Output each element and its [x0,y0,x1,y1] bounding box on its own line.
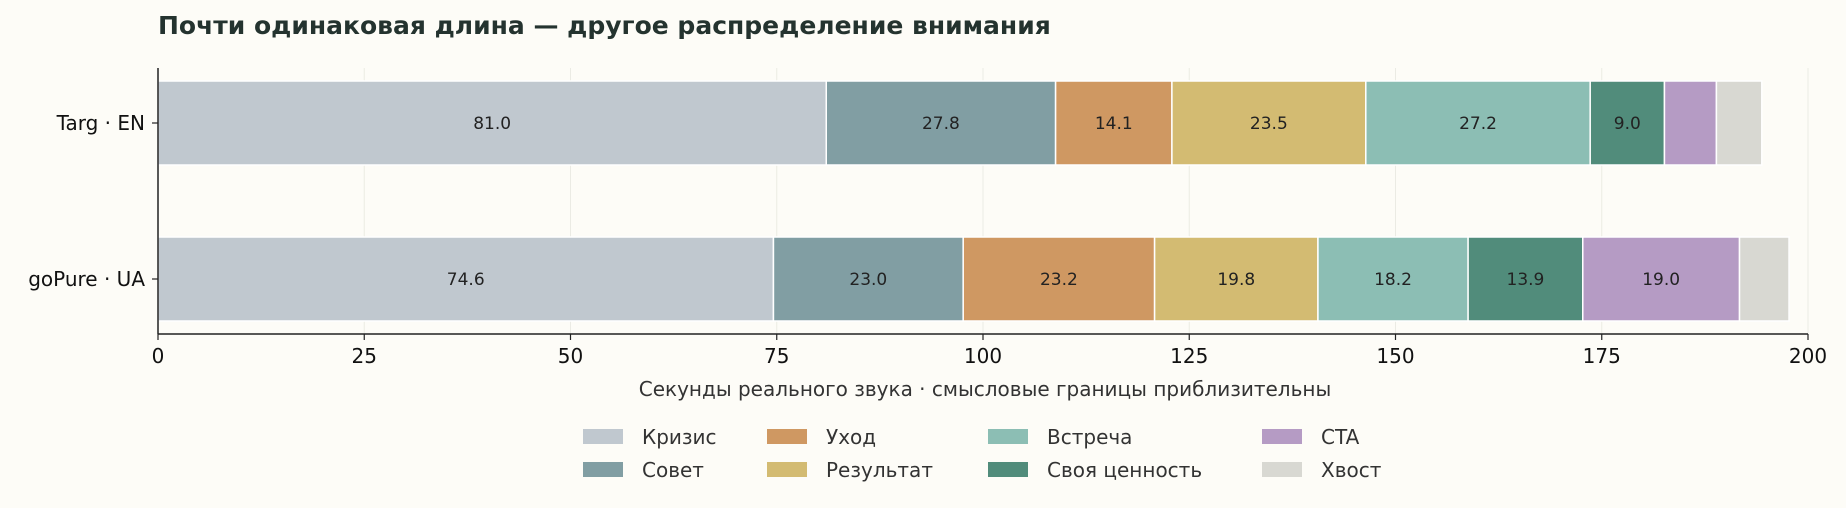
legend-swatch [1262,462,1302,477]
bar-segment [1467,236,1584,322]
legend-label: Своя ценность [1047,458,1202,482]
bar-value-label: 81.0 [473,114,511,134]
legend-swatch [988,429,1028,444]
legend-label: CTA [1321,425,1360,449]
x-tick-label: 200 [1789,344,1827,368]
legend-label: Кризис [642,425,717,449]
bar-segment [1589,80,1666,166]
legend-swatch [1262,429,1302,444]
legend: Кризис Совет Уход Результат Встреча Своя ценн… [583,425,1382,482]
legend-label: Встреча [1047,425,1132,449]
bar-segment [825,80,1057,166]
y-category-label: Targ · EN [56,111,145,135]
bar-segment [1715,80,1763,166]
x-tick-label: 125 [1170,344,1208,368]
x-tick-label: 100 [964,344,1002,368]
bar-segment [1317,236,1469,322]
legend-swatch [583,429,623,444]
legend-label: Хвост [1321,458,1382,482]
x-tick-label: 50 [558,344,583,368]
bar-value-label: 74.6 [447,270,485,290]
legend-label: Уход [826,425,876,449]
bar-value-label: 23.5 [1250,114,1288,134]
axes-layer: 0 25 50 75 100 125 150 175 200 Targ · EN goPure · … [28,68,1827,368]
bar-segment [1738,236,1790,322]
bar-value-label: 27.8 [922,114,960,134]
legend-label: Результат [826,458,933,482]
bar-value-label: 23.2 [1040,270,1078,290]
bar-value-label: 13.9 [1507,270,1545,290]
legend-swatch [767,462,807,477]
x-tick-label: 150 [1376,344,1414,368]
legend-swatch [988,462,1028,477]
x-tick-label: 0 [152,344,165,368]
legend-swatch [767,429,807,444]
bar-segment [1582,236,1741,322]
x-tick-label: 75 [764,344,789,368]
x-axis-label: Секунды реального звука · смысловые гран… [639,377,1331,401]
bar-value-label: 27.2 [1459,114,1497,134]
bar-value-label: 19.8 [1217,270,1255,290]
legend-label: Совет [642,458,704,482]
chart-title: Почти одинаковая длина — другое распреде… [158,11,1051,40]
bar-value-label: 9.0 [1614,114,1641,134]
y-category-label: goPure · UA [28,267,145,291]
x-tick-label: 175 [1583,344,1621,368]
bar-value-label: 14.1 [1095,114,1133,134]
bar-value-label: 18.2 [1374,270,1412,290]
bar-value-label: 23.0 [849,270,887,290]
bar-segment [962,236,1156,322]
x-tick-label: 25 [352,344,377,368]
bar-segment [1663,80,1718,166]
bar-value-label: 19.0 [1642,270,1680,290]
bars-layer: 81.0 27.8 14.1 23.5 27.2 9.0 74.6 23.0 23.2 19.8 1… [157,80,1790,322]
bar-segment [772,236,964,322]
bar-segment [157,236,775,322]
legend-swatch [583,462,623,477]
